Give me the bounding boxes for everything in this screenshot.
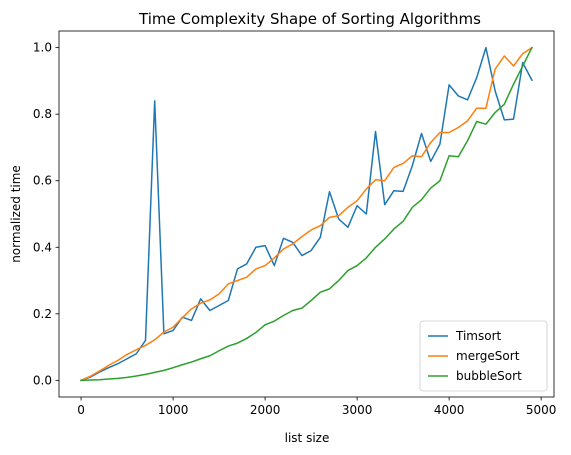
legend-label-timsort: Timsort xyxy=(455,329,502,343)
legend-box xyxy=(419,320,548,392)
x-tick-label: 4000 xyxy=(434,403,465,417)
x-axis-label: list size xyxy=(285,431,330,445)
series-line-bubblesort xyxy=(80,46,533,382)
legend: Timsort mergeSort bubbleSort xyxy=(419,320,548,392)
x-tick-label: 5000 xyxy=(526,403,557,417)
legend-label-mergesort: mergeSort xyxy=(456,349,520,363)
legend-label-bubblesort: bubbleSort xyxy=(456,369,522,383)
x-tick-label: 2000 xyxy=(250,403,281,417)
plot-frame xyxy=(58,30,555,398)
x-tick-label: 3000 xyxy=(342,403,373,417)
y-axis-label: normalized time xyxy=(9,165,23,263)
series-line-mergesort xyxy=(80,46,533,382)
plot-area xyxy=(80,46,533,382)
series-line-timsort xyxy=(80,46,533,382)
y-tick-label: 0.0 xyxy=(33,373,52,387)
x-axis: 0 1000 2000 3000 4000 5000 xyxy=(77,397,556,417)
y-tick-label: 0.2 xyxy=(33,307,52,321)
y-tick-label: 0.4 xyxy=(33,240,52,254)
x-tick-label: 1000 xyxy=(158,403,189,417)
y-tick-label: 0.8 xyxy=(33,107,52,121)
y-axis: 0.0 0.2 0.4 0.6 0.8 1.0 xyxy=(33,41,59,387)
y-tick-label: 1.0 xyxy=(33,41,52,55)
x-tick-label: 0 xyxy=(77,403,85,417)
chart-title: Time Complexity Shape of Sorting Algorit… xyxy=(138,10,481,28)
y-tick-label: 0.6 xyxy=(33,174,52,188)
